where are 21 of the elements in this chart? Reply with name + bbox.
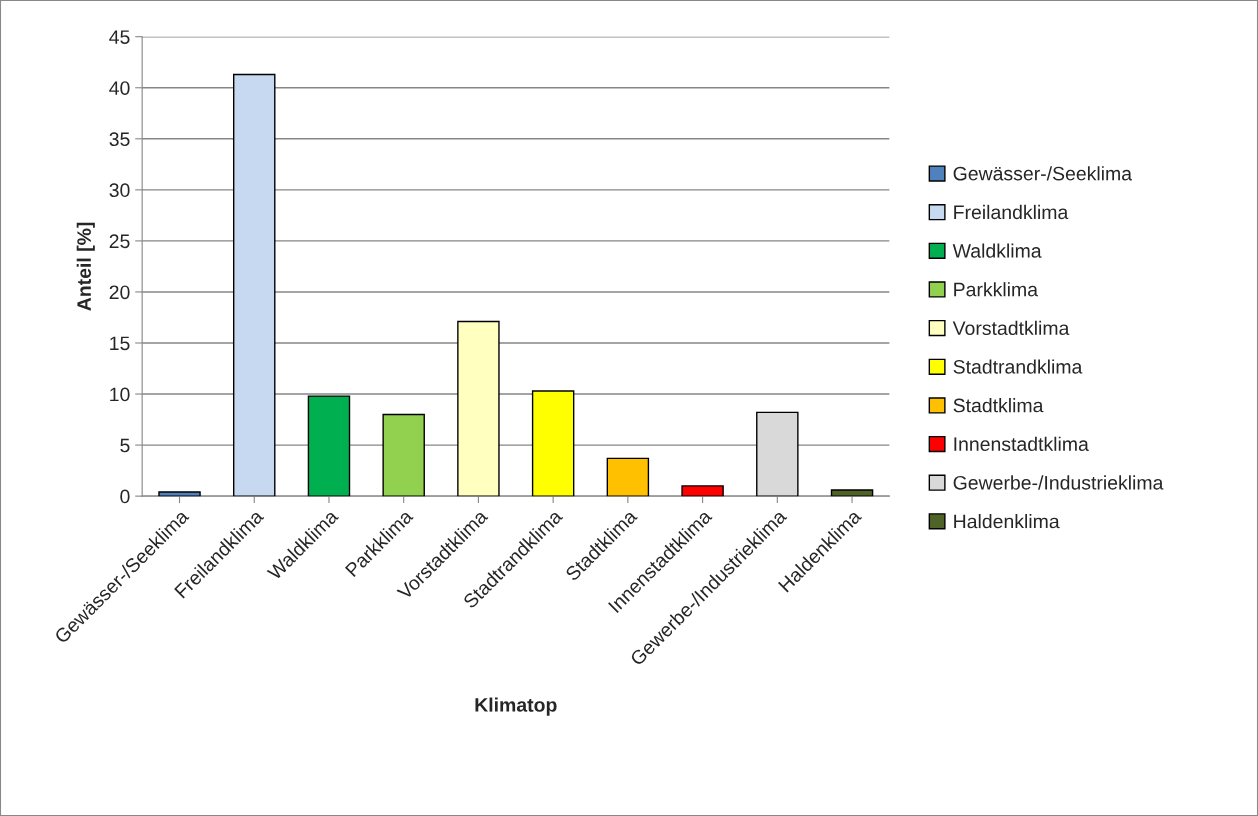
legend-label: Stadtklima — [953, 398, 1044, 413]
y-tick-label: 45 — [109, 30, 130, 44]
y-tick-label: 35 — [109, 132, 130, 147]
legend-label: Waldklima — [952, 243, 1042, 258]
y-tick-label: 25 — [109, 234, 130, 249]
y-tick-label: 5 — [120, 438, 130, 453]
y-tick-label: 10 — [110, 387, 130, 402]
y-tick-label: 15 — [110, 336, 130, 351]
legend-label: Parkklima — [954, 282, 1039, 297]
y-tick-label: 0 — [120, 489, 130, 504]
legend-label: Gewässer-/Seeklima — [953, 166, 1133, 181]
y-tick-label: 20 — [109, 285, 130, 300]
x-axis-title: Klimatop — [475, 697, 557, 716]
legend-label: Gewerbe-/Industrieklima — [953, 475, 1164, 490]
legend-label: Stadtrandklima — [953, 359, 1083, 374]
legend-label: Innenstadtklima — [954, 436, 1089, 451]
y-tick-label: 40 — [109, 81, 130, 95]
legend-label: Vorstadtklima — [952, 320, 1070, 336]
legend-label: Freilandklima — [954, 204, 1069, 220]
y-tick-label: 30 — [109, 183, 130, 198]
y-axis-title: Anteil [%] — [76, 222, 95, 311]
